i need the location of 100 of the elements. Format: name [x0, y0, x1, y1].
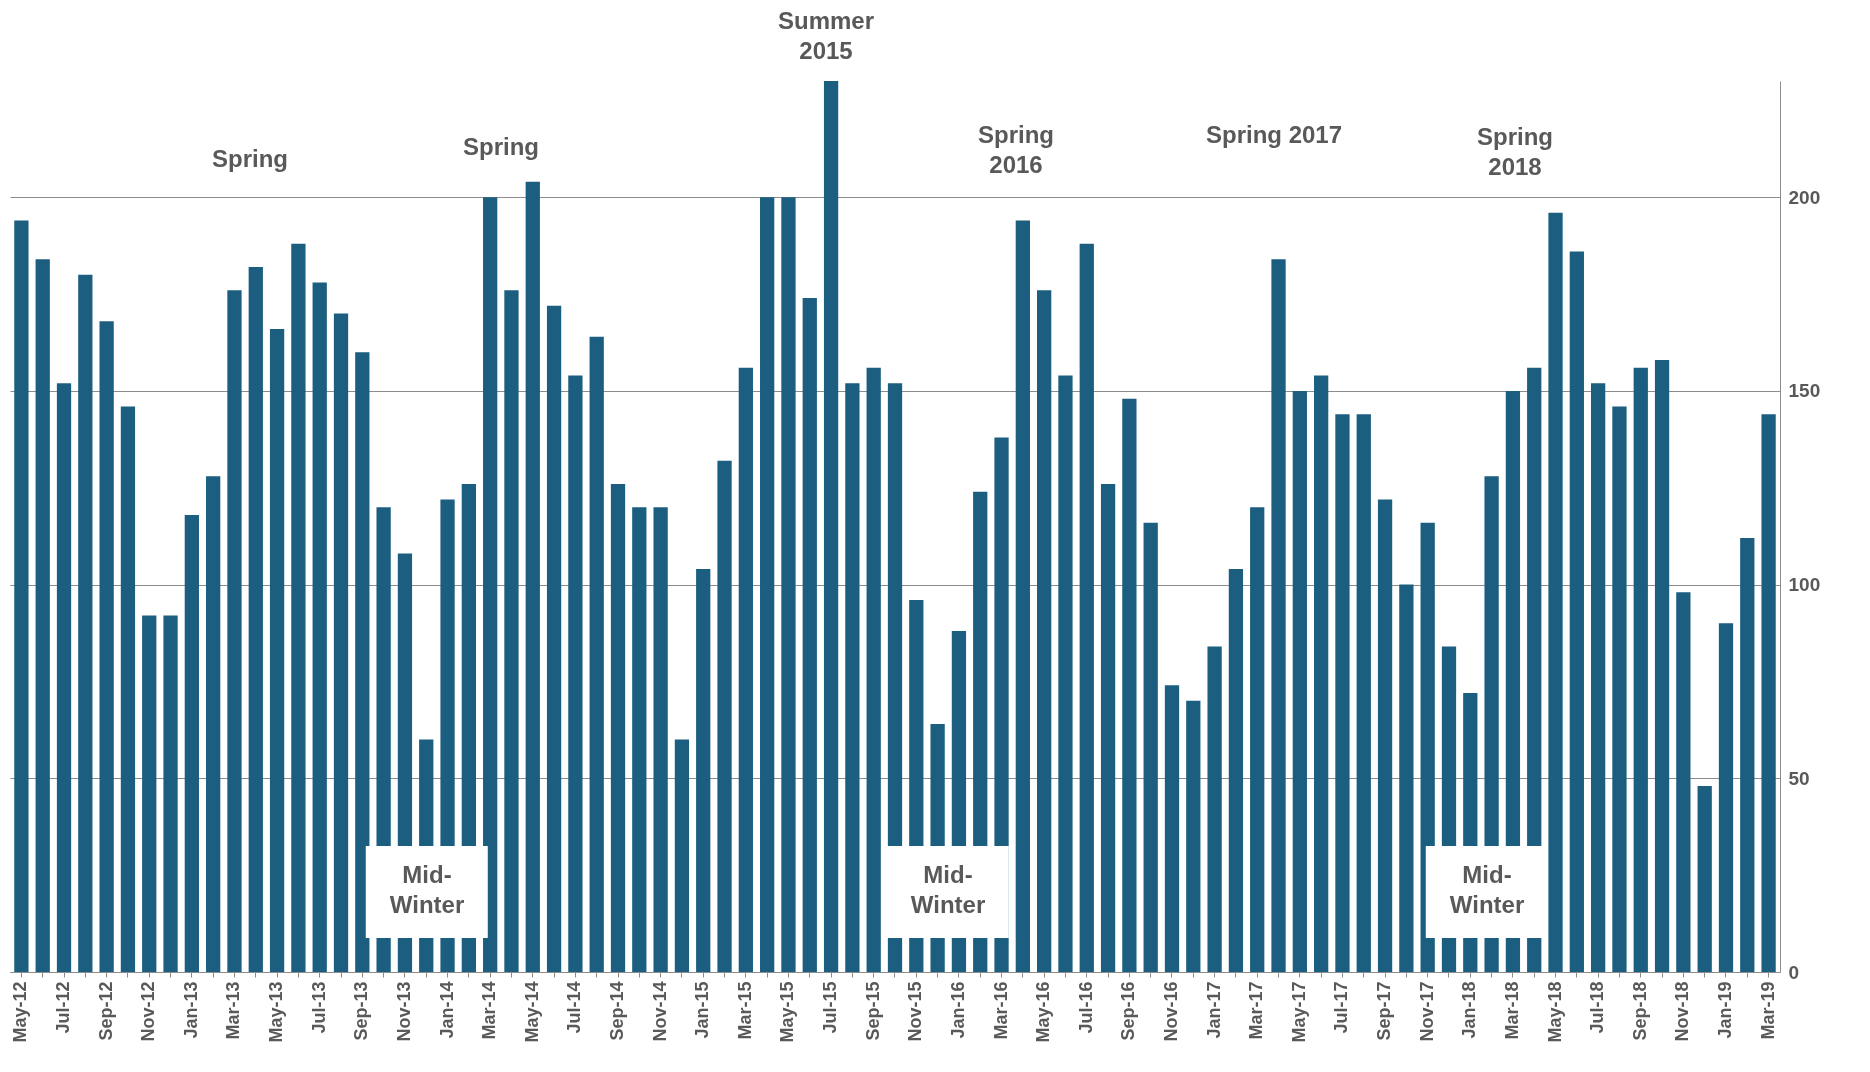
x-tick-label: Jul-15 — [820, 981, 841, 1034]
x-tick-label: Jul-12 — [53, 981, 74, 1034]
x-tick-label: May-15 — [777, 981, 798, 1043]
bar — [589, 336, 604, 972]
bar — [674, 739, 690, 972]
bar — [1292, 390, 1307, 972]
x-tick-label: Mar-15 — [734, 981, 755, 1040]
x-tick-label: Mar-19 — [1757, 981, 1778, 1040]
bar — [696, 569, 711, 972]
bar — [525, 181, 540, 972]
x-tick-label: Jan-13 — [180, 981, 201, 1039]
bar — [355, 352, 370, 972]
annotation: Spring — [211, 144, 289, 174]
bar — [163, 615, 178, 972]
bar — [312, 282, 327, 972]
bar — [1037, 290, 1052, 972]
y-tick-label: 100 — [1788, 574, 1821, 596]
x-tick-label: Jul-14 — [564, 981, 585, 1034]
bar — [653, 507, 668, 972]
bar — [56, 383, 72, 972]
bar — [1250, 507, 1265, 972]
bar — [781, 197, 796, 972]
x-tick-label: Jan-15 — [692, 981, 713, 1039]
y-tick-label: 200 — [1788, 186, 1821, 208]
bar — [78, 274, 93, 972]
x-tick-label: Jan-19 — [1714, 981, 1735, 1039]
x-tick-label: May-12 — [10, 981, 31, 1043]
bar — [1548, 212, 1563, 972]
x-tick-label: Jul-16 — [1075, 981, 1096, 1034]
bar — [1612, 406, 1627, 972]
bar — [1377, 499, 1393, 972]
x-tick-label: Sep-14 — [607, 981, 627, 1041]
x-tick-label: May-16 — [1033, 981, 1054, 1043]
x-tick-label: Sep-13 — [351, 981, 372, 1041]
x-tick-label: Sep-17 — [1374, 981, 1395, 1041]
bar — [866, 367, 881, 972]
x-tick-label: Jan-14 — [436, 981, 457, 1039]
bar — [1314, 375, 1329, 972]
x-tick-label: Nov-17 — [1416, 981, 1437, 1042]
annotation: Mid- Winter — [886, 846, 1010, 938]
bar — [632, 507, 647, 972]
x-tick-label: Mar-17 — [1246, 981, 1267, 1040]
bar — [1569, 251, 1584, 972]
x-tick-label: Jan-18 — [1459, 981, 1480, 1039]
x-tick-label: Nov-18 — [1672, 981, 1693, 1042]
bar — [845, 383, 860, 972]
bar — [546, 305, 562, 972]
bar — [184, 514, 199, 972]
bar — [610, 483, 626, 972]
annotation: Spring 2018 — [1476, 122, 1554, 182]
bar — [333, 313, 349, 972]
bar — [35, 259, 50, 972]
bar — [1271, 259, 1286, 972]
bar — [269, 328, 285, 972]
text: Summer 2015 — [777, 6, 875, 66]
bar — [1164, 685, 1180, 972]
bar — [483, 197, 498, 972]
x-tick-label: May-14 — [521, 981, 542, 1043]
x-tick-label: Sep-15 — [862, 981, 883, 1041]
x-tick-label: Jul-17 — [1331, 981, 1352, 1034]
bar — [291, 243, 306, 972]
annotation: Mid- Winter — [1425, 846, 1549, 938]
y-tick-label: 0 — [1788, 961, 1800, 983]
annotation: Spring 2017 — [1204, 120, 1344, 150]
bar — [1058, 375, 1073, 972]
bar — [14, 220, 29, 972]
bar — [99, 321, 114, 972]
x-tick-label: Jan-16 — [947, 981, 968, 1039]
bar — [1654, 359, 1670, 972]
bar — [823, 81, 839, 972]
bar — [1761, 414, 1776, 972]
x-tick-label: Jul-18 — [1587, 981, 1608, 1034]
bar — [1591, 383, 1606, 972]
x-tick-label: May-17 — [1288, 981, 1309, 1043]
bar — [227, 290, 242, 972]
bar — [717, 460, 732, 972]
x-tick-label: Sep-12 — [95, 981, 116, 1041]
x-tick-label: Sep-16 — [1118, 981, 1139, 1041]
bar — [1399, 584, 1414, 972]
bar — [1228, 569, 1244, 972]
y-tick-label: 50 — [1788, 767, 1810, 789]
bar — [1122, 398, 1137, 972]
bar — [1207, 646, 1222, 972]
x-tick-label: Nov-15 — [905, 981, 926, 1042]
x-tick-label: Nov-13 — [393, 981, 414, 1042]
x-tick-label: Nov-12 — [138, 981, 159, 1042]
bar — [120, 406, 136, 972]
bar — [760, 197, 775, 972]
annotation: Spring — [462, 132, 540, 162]
bar — [1633, 367, 1648, 972]
bar — [1718, 623, 1734, 972]
x-tick-label: Mar-13 — [223, 981, 244, 1040]
x-tick-label: Sep-18 — [1629, 981, 1650, 1041]
annotation: Spring 2016 — [977, 120, 1055, 180]
x-tick-label: Mar-16 — [990, 981, 1011, 1040]
bar — [1356, 414, 1371, 972]
x-tick-label: Jan-17 — [1203, 981, 1224, 1039]
bar — [1186, 700, 1201, 972]
bar — [568, 375, 583, 972]
x-tick-label: Nov-14 — [649, 981, 670, 1042]
